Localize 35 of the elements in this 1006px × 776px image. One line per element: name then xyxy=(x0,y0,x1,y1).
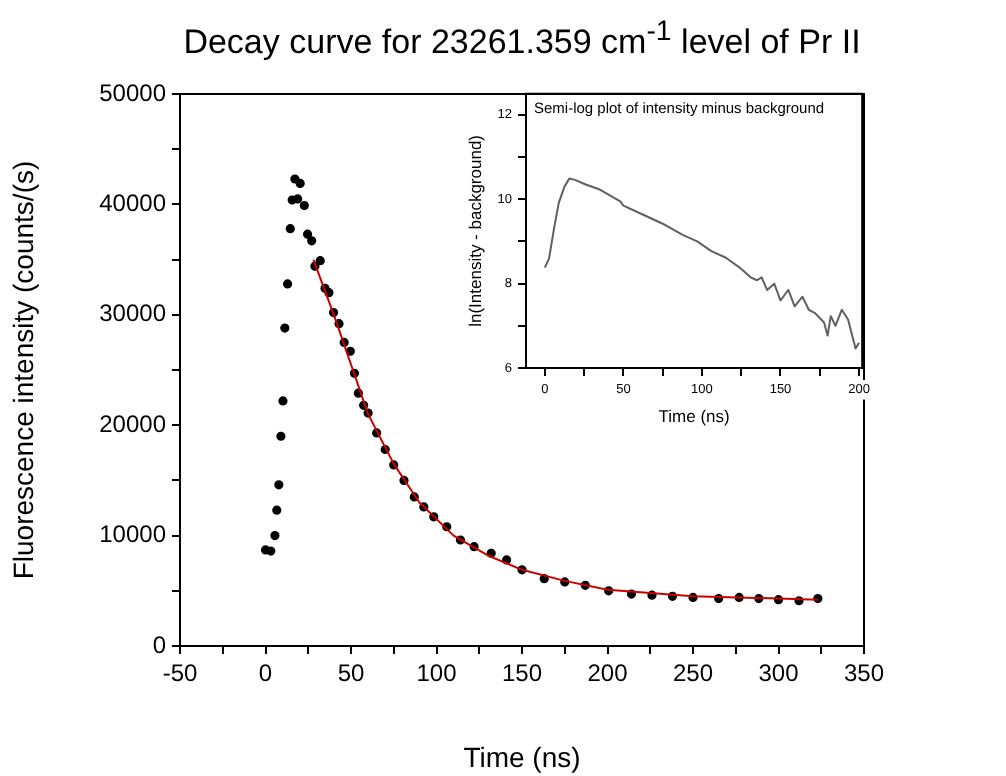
point xyxy=(272,505,282,515)
chart-title: Decay curve for 23261.359 cm$^{-1}$ level of Pr II xyxy=(181,16,863,64)
y-tick-label: 20000 xyxy=(99,409,167,438)
x-tick-label: 300 xyxy=(758,659,800,688)
x-tick-label: 200 xyxy=(587,659,629,688)
x-tick-label: 100 xyxy=(416,659,458,688)
y-tick-label: 0 xyxy=(152,630,167,659)
point xyxy=(315,256,325,266)
point xyxy=(299,200,309,211)
x-tick-label: 150 xyxy=(501,659,543,688)
point xyxy=(270,531,280,541)
x-axis-title: Time (ns) xyxy=(463,740,581,773)
point xyxy=(285,224,295,234)
point xyxy=(302,229,313,239)
point xyxy=(307,236,317,246)
point xyxy=(293,194,303,204)
point xyxy=(274,480,284,490)
point xyxy=(278,396,288,406)
point xyxy=(282,279,293,289)
point xyxy=(280,323,290,333)
x-tick-label: -50 xyxy=(162,659,198,688)
x-axis-title: Time (ns) xyxy=(658,406,730,427)
point xyxy=(266,546,276,556)
y-tick-label: 40000 xyxy=(99,189,167,218)
point xyxy=(276,431,286,441)
x-tick-label: 350 xyxy=(843,659,885,688)
y-axis-title: ln(Intensity - background) xyxy=(464,134,485,327)
y-axis-title: Fluorescence intensity (counts/(s) xyxy=(6,160,39,580)
x-tick-label: 50 xyxy=(337,659,365,688)
y-tick-label: 50000 xyxy=(99,78,167,107)
point xyxy=(295,178,305,189)
x-tick-label: 250 xyxy=(672,659,714,688)
y-tick-label: 30000 xyxy=(99,299,167,328)
x-tick-label: 0 xyxy=(258,659,273,688)
y-tick-label: 10000 xyxy=(99,520,167,549)
